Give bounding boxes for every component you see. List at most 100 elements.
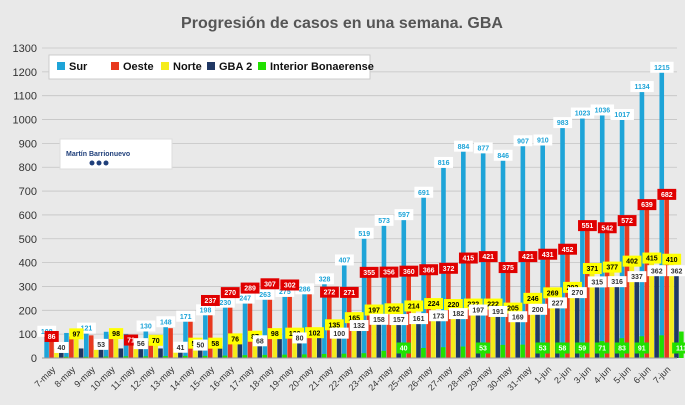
data-label: 98: [267, 328, 282, 340]
data-label: 246: [523, 292, 543, 304]
data-label-text: 71: [127, 338, 135, 345]
data-label-text: 148: [160, 319, 172, 326]
data-label: 1023: [570, 107, 595, 119]
data-label-text: 410: [666, 257, 678, 264]
globe-icon: [103, 160, 109, 166]
data-label-text: 415: [646, 256, 658, 263]
data-label-text: 366: [423, 267, 435, 274]
legend-item: Sur: [57, 61, 88, 73]
data-label-box: [458, 252, 478, 264]
data-label-text: 214: [408, 304, 420, 311]
bar: [421, 193, 426, 358]
data-label-text: 275: [279, 289, 291, 296]
bar: [49, 337, 54, 358]
data-label: 70: [148, 334, 163, 346]
data-label-text: 197: [472, 308, 484, 315]
data-label-text: 100: [333, 331, 345, 338]
data-label: 272: [320, 286, 339, 298]
data-label-box: [324, 319, 344, 331]
data-label: 270: [220, 287, 240, 299]
legend-item: Oeste: [111, 61, 154, 73]
data-label-text: 50: [196, 343, 204, 350]
bar: [500, 344, 506, 358]
data-label-box: [295, 283, 315, 295]
data-label-text: 40: [58, 345, 66, 352]
data-label: 1017: [610, 108, 634, 120]
data-label-text: 132: [353, 323, 365, 330]
data-label-box: [77, 322, 96, 334]
legend-label: Norte: [173, 61, 202, 73]
data-label-box: [667, 265, 685, 277]
bar: [426, 270, 431, 358]
data-label: 220: [444, 299, 463, 311]
legend-label: GBA 2: [219, 61, 252, 73]
data-label-box: [329, 327, 349, 339]
data-label-text: 182: [452, 311, 464, 318]
data-label-text: 191: [492, 309, 504, 316]
data-label: 597: [394, 209, 414, 221]
data-label-text: 224: [428, 301, 440, 308]
legend-swatch: [111, 62, 119, 70]
bar: [222, 355, 228, 358]
data-label: 182: [448, 308, 468, 320]
bar: [242, 355, 248, 358]
data-label-text: 91: [638, 346, 646, 353]
data-label: 328: [315, 273, 334, 285]
bar: [267, 284, 273, 358]
y-tick-label: 600: [19, 210, 37, 222]
data-label-box: [622, 255, 642, 267]
bar: [242, 299, 248, 358]
bar: [182, 355, 188, 358]
data-label-box: [434, 156, 454, 168]
data-label-box: [339, 286, 359, 298]
bar: [441, 163, 446, 358]
data-label-text: 68: [256, 338, 264, 345]
data-label: 275: [275, 285, 295, 297]
data-label: 158: [369, 313, 389, 325]
data-label-box: [429, 310, 448, 322]
data-label: 816: [434, 156, 454, 168]
data-label: 198: [196, 304, 215, 316]
data-label-box: [634, 342, 649, 354]
bar: [133, 344, 139, 358]
bar: [183, 317, 188, 358]
data-label-text: 597: [398, 212, 410, 219]
bar: [103, 356, 109, 358]
data-label-text: 83: [618, 346, 626, 353]
bar: [416, 319, 421, 358]
data-label-text: 407: [339, 258, 351, 265]
data-label-box: [575, 342, 590, 354]
data-label: 135: [324, 319, 344, 331]
y-tick-label: 0: [31, 353, 37, 365]
data-label-text: 289: [244, 286, 256, 293]
data-label-box: [607, 276, 627, 288]
bar: [128, 341, 134, 358]
bar: [614, 282, 620, 358]
bar: [659, 68, 665, 359]
data-labels: 1081211301481711982302472632752863284075…: [37, 61, 685, 354]
data-label-box: [94, 338, 109, 350]
bar: [287, 285, 292, 358]
bar: [98, 345, 104, 358]
data-label-text: 98: [112, 331, 120, 338]
data-label-box: [582, 263, 602, 275]
bar: [341, 260, 347, 358]
data-label-box: [354, 227, 374, 239]
data-label-text: 71: [598, 346, 606, 353]
bar: [525, 257, 531, 358]
bar: [589, 269, 595, 358]
data-label: 132: [349, 320, 369, 332]
data-label-text: 542: [601, 225, 613, 232]
data-label: 639: [637, 199, 657, 211]
data-label: 315: [587, 276, 607, 288]
bar: [629, 262, 635, 358]
data-label-text: 452: [562, 247, 574, 254]
data-label: 197: [468, 304, 488, 316]
data-label-text: 59: [578, 346, 586, 353]
data-label-text: 121: [81, 326, 93, 333]
legend-item: Norte: [161, 61, 202, 73]
bar: [93, 345, 99, 358]
data-label-text: 691: [418, 190, 430, 197]
data-label-box: [662, 253, 682, 265]
